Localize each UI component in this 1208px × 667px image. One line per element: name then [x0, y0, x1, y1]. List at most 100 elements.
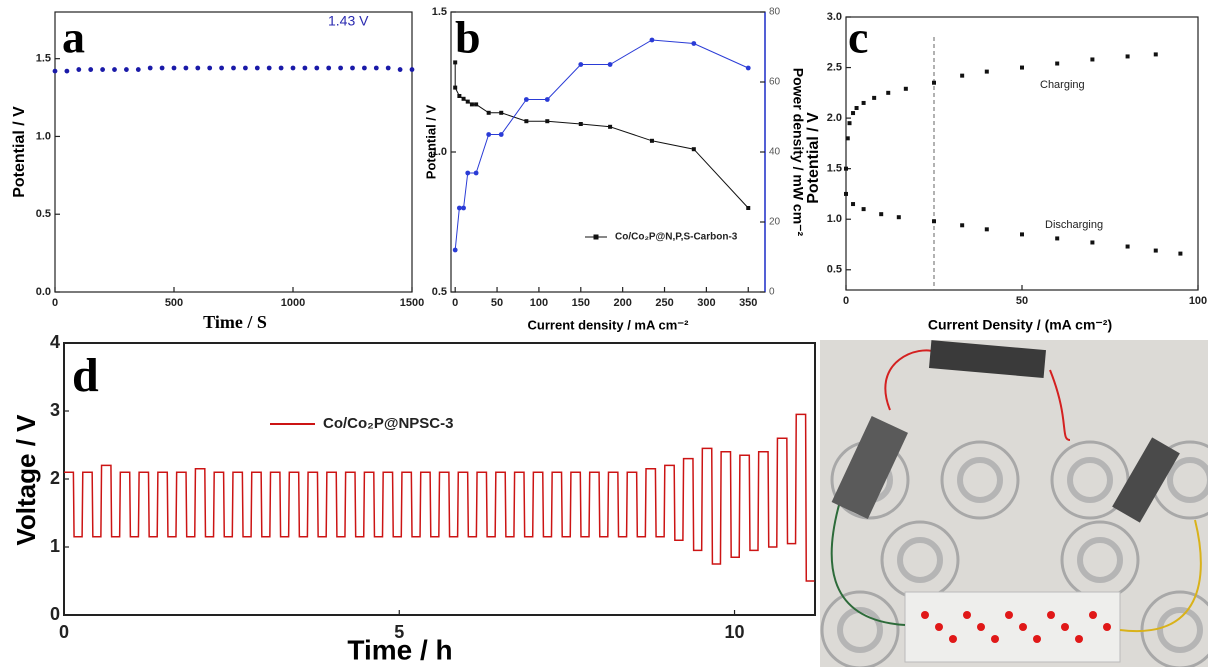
y2-tick-label: 60 [769, 77, 781, 88]
point [523, 97, 529, 102]
point [1178, 251, 1183, 256]
point [486, 132, 492, 137]
point [1090, 240, 1095, 245]
led [1047, 611, 1055, 619]
point [461, 205, 466, 211]
stamp-inner [1067, 457, 1113, 503]
plot-frame [845, 16, 1199, 291]
point [861, 207, 866, 212]
y2-tick-label: 20 [769, 217, 781, 228]
point [453, 85, 458, 90]
y-tick-label: 2.5 [827, 61, 842, 73]
point [879, 212, 884, 217]
point [100, 67, 105, 72]
point [844, 191, 848, 196]
point [456, 205, 462, 211]
point [266, 65, 272, 71]
point [302, 65, 308, 71]
x-axis-label: Current density / mA cm⁻² [528, 317, 690, 332]
y-axis-label: Potential / V [423, 104, 438, 179]
wire [884, 349, 936, 411]
x-tick-label: 100 [530, 297, 548, 309]
point [544, 97, 550, 102]
point [1125, 244, 1130, 249]
led [991, 635, 999, 643]
led [963, 611, 971, 619]
y-tick-label: 0.5 [827, 264, 842, 276]
y-tick-label: 3.0 [827, 11, 842, 23]
annotation: 1.43 V [328, 13, 369, 29]
point [545, 119, 550, 124]
photo [820, 340, 1208, 667]
point [338, 65, 343, 71]
wire [830, 484, 906, 626]
wire [1049, 369, 1071, 441]
point [932, 80, 936, 85]
point [474, 102, 479, 107]
stamp-inner [957, 457, 1003, 503]
point [461, 96, 466, 101]
y-tick-label: 1.0 [36, 130, 51, 142]
series-line [454, 62, 749, 209]
x-axis-label: Current Density / (mA cm⁻²) [928, 317, 1112, 333]
point [607, 62, 613, 67]
point [373, 65, 379, 71]
led [1019, 623, 1027, 631]
x-tick-label: 0 [52, 297, 58, 309]
x-tick-label: 50 [1016, 295, 1028, 307]
led [1033, 635, 1041, 643]
led [1103, 623, 1111, 631]
point [861, 100, 866, 105]
point [52, 68, 58, 74]
panel-label: d [72, 349, 99, 402]
point [960, 223, 965, 228]
point [183, 65, 189, 71]
y-tick-label: 0.5 [36, 208, 51, 220]
point [278, 65, 284, 71]
x-tick-label: 300 [697, 297, 715, 309]
y2-tick-label: 0 [769, 287, 775, 298]
point [746, 206, 751, 210]
point [219, 65, 225, 71]
series-label: Charging [1040, 79, 1085, 91]
x-tick-label: 100 [1189, 295, 1207, 307]
point [243, 65, 248, 71]
point [231, 65, 236, 71]
point [608, 124, 613, 129]
y-tick-label: 3 [50, 400, 60, 420]
stamp [820, 590, 900, 667]
panel-label: c [848, 12, 868, 63]
series-line [454, 39, 749, 251]
x-tick-label: 250 [655, 297, 673, 309]
y-tick-label: 1.5 [432, 6, 447, 18]
point [112, 67, 117, 72]
point [845, 136, 850, 141]
point [498, 132, 504, 137]
series-label: Discharging [1045, 219, 1103, 231]
x-tick-label: 1000 [281, 297, 305, 309]
electrode [928, 340, 1046, 379]
point [649, 138, 654, 143]
point [1020, 232, 1024, 237]
point [1055, 236, 1060, 241]
x-tick-label: 0 [59, 622, 69, 642]
y-tick-label: 1.0 [827, 213, 842, 225]
x-tick-label: 10 [725, 622, 745, 642]
point [486, 110, 491, 115]
point [903, 86, 908, 91]
point [326, 65, 332, 71]
y-tick-label: 1 [50, 536, 60, 556]
point [453, 60, 458, 65]
x-axis-label: Time / S [203, 312, 267, 332]
point [465, 99, 470, 104]
series-line [64, 413, 815, 582]
point [362, 65, 367, 71]
point [851, 111, 856, 116]
y-tick-label: 4 [50, 332, 60, 352]
x-axis-label: Time / h [347, 634, 452, 665]
point [896, 215, 901, 220]
legend-label: Co/Co₂P@NPSC-3 [323, 415, 453, 432]
stamp-inner [1157, 607, 1203, 653]
point [457, 94, 462, 98]
point [578, 62, 584, 67]
